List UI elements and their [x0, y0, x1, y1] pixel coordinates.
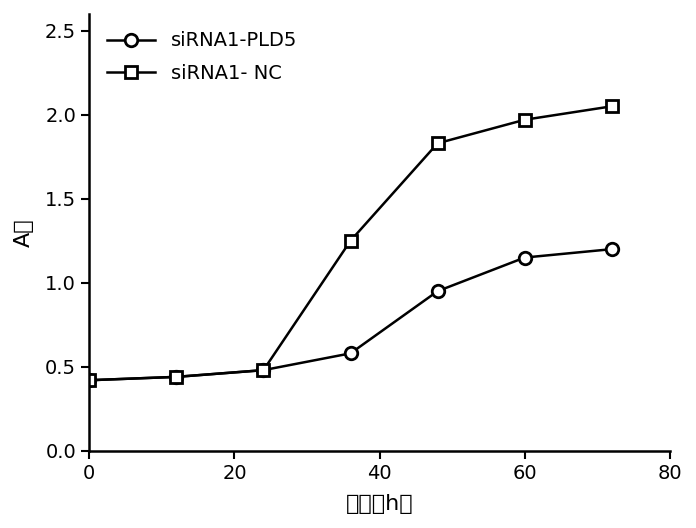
Line: siRNA1-PLD5: siRNA1-PLD5	[83, 243, 618, 386]
siRNA1- NC	[608, 103, 616, 109]
siRNA1-PLD5	[260, 367, 268, 373]
siRNA1- NC	[434, 140, 442, 146]
siRNA1-PLD5	[521, 254, 529, 261]
siRNA1- NC	[172, 374, 180, 380]
X-axis label: 时间（h）: 时间（h）	[346, 494, 413, 514]
Line: siRNA1- NC: siRNA1- NC	[83, 100, 618, 386]
siRNA1-PLD5	[608, 246, 616, 252]
siRNA1-PLD5	[347, 350, 355, 356]
siRNA1- NC	[260, 367, 268, 373]
siRNA1-PLD5	[85, 377, 93, 383]
siRNA1-PLD5	[434, 288, 442, 294]
siRNA1- NC	[521, 117, 529, 123]
siRNA1- NC	[85, 377, 93, 383]
siRNA1- NC	[347, 238, 355, 244]
Y-axis label: A値: A値	[14, 218, 34, 247]
Legend: siRNA1-PLD5, siRNA1- NC: siRNA1-PLD5, siRNA1- NC	[99, 24, 305, 91]
siRNA1-PLD5	[172, 374, 180, 380]
